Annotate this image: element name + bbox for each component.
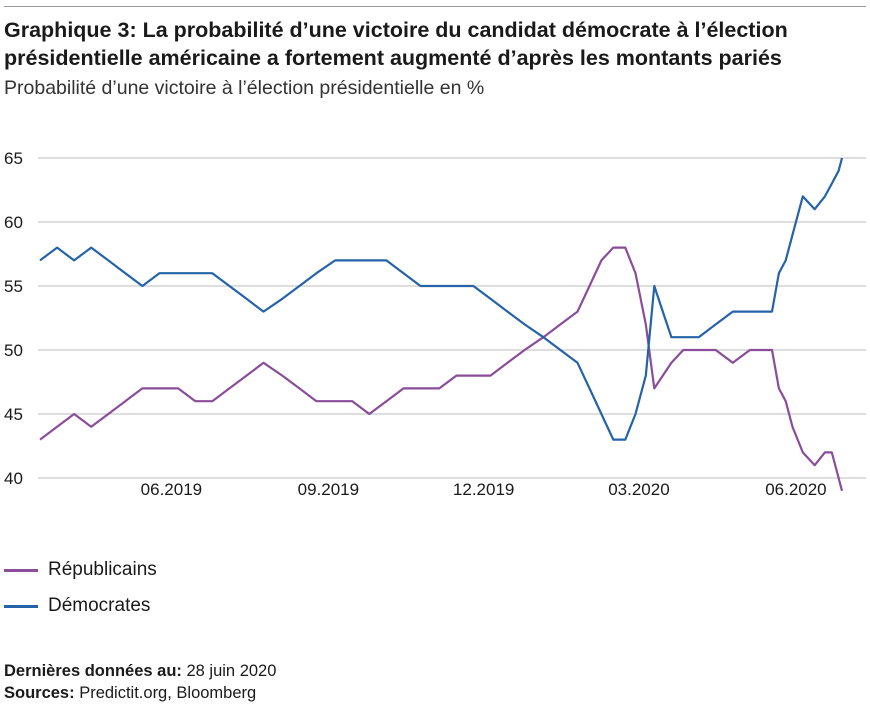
x-tick-label: 06.2019 [141,480,202,499]
y-tick-label: 40 [4,469,23,488]
last-data-line: Dernières données au: 28 juin 2020 [4,660,276,682]
x-tick-label: 09.2019 [298,480,359,499]
series-line-republicans [39,246,844,492]
chart-subtitle: Probabilité d’une victoire à l’élection … [4,77,485,99]
chart-title: Graphique 3: La probabilité d’une victoi… [4,18,788,70]
legend-swatch-democrats [4,604,38,608]
legend-label-democrats: Démocrates [48,595,151,616]
x-tick-label: 06.2020 [765,480,826,499]
line-chart: 40 45 50 55 60 65 06.2019 09.2019 12.2019 03.202… [4,149,866,499]
y-tick-label: 45 [4,405,23,424]
sources-value: Predictit.org, Bloomberg [79,684,257,702]
series-line-democrats [39,157,844,441]
footer: Dernières données au: 28 juin 2020 Sourc… [4,660,276,704]
legend-item-republicans: Républicains [4,552,157,588]
y-tick-label: 60 [4,213,23,232]
top-rule [4,6,866,7]
x-axis-ticks: 06.2019 09.2019 12.2019 03.2020 06.2020 [141,480,827,499]
y-axis-ticks: 40 45 50 55 60 65 [4,149,23,488]
gridlines [38,157,866,479]
last-data-value: 28 juin 2020 [186,662,277,680]
x-tick-label: 12.2019 [453,480,514,499]
sources-label: Sources: [4,684,75,702]
y-tick-label: 55 [4,277,23,296]
legend-item-democrats: Démocrates [4,588,157,624]
legend-label-republicans: Républicains [48,559,157,580]
legend: Républicains Démocrates [4,552,157,624]
y-tick-label: 65 [4,149,23,168]
sources-line: Sources: Predictit.org, Bloomberg [4,682,276,704]
y-tick-label: 50 [4,341,23,360]
series-lines [39,157,844,492]
legend-swatch-republicans [4,568,38,572]
x-tick-label: 03.2020 [608,480,669,499]
last-data-label: Dernières données au: [4,662,182,680]
